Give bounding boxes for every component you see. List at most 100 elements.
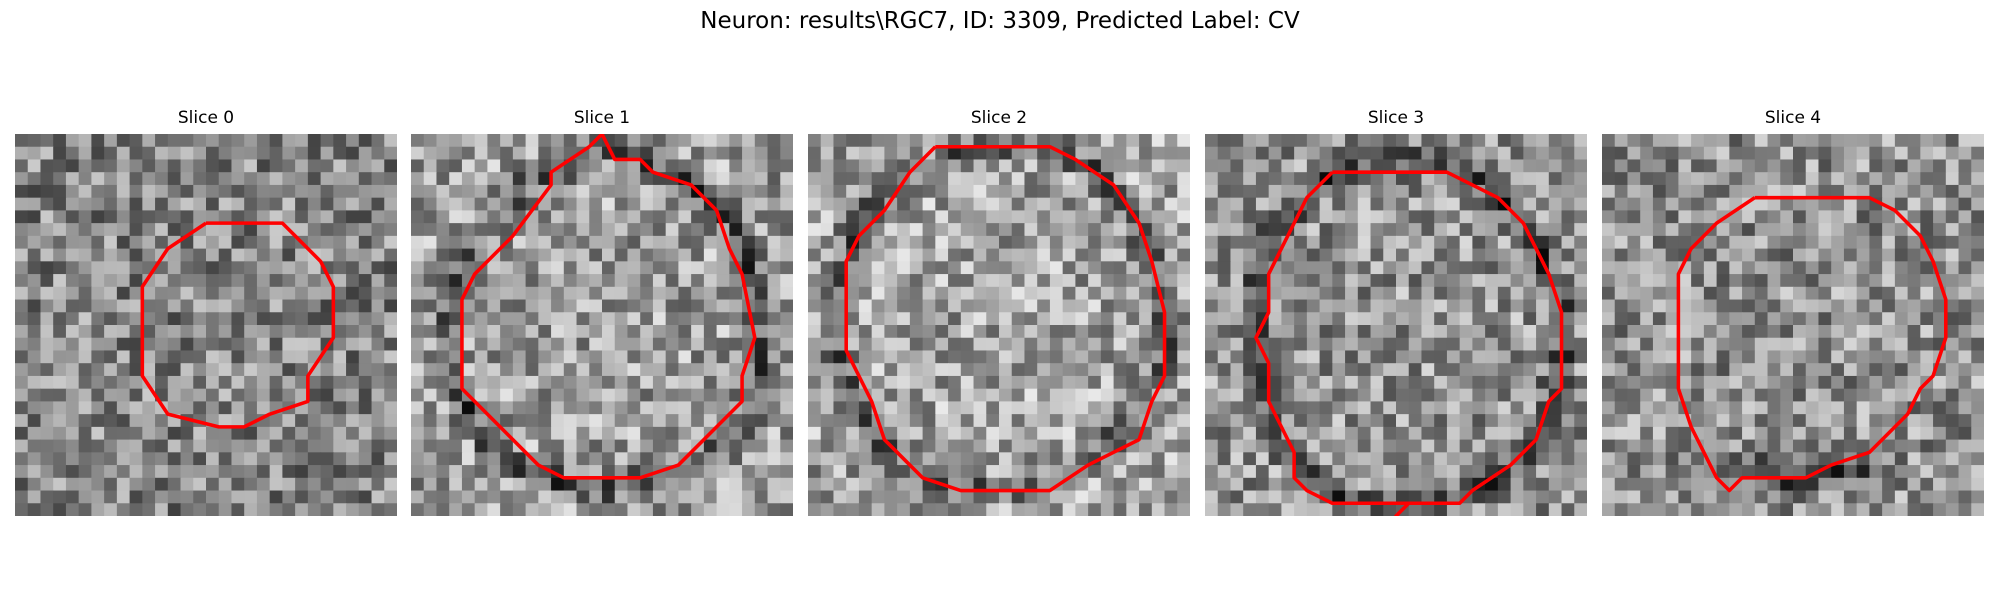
pixel bbox=[384, 223, 397, 237]
pixel bbox=[1703, 375, 1718, 390]
pixel bbox=[1255, 197, 1270, 211]
pixel bbox=[652, 184, 667, 199]
pixel bbox=[1370, 184, 1384, 199]
pixel bbox=[1383, 146, 1397, 160]
pixel bbox=[1306, 235, 1321, 250]
pixel bbox=[206, 312, 220, 326]
pixel bbox=[411, 350, 425, 364]
pixel bbox=[1062, 426, 1076, 441]
pixel bbox=[129, 261, 143, 275]
pixel bbox=[1843, 401, 1858, 415]
pixel bbox=[960, 426, 975, 441]
pixel bbox=[1345, 197, 1359, 211]
pixel bbox=[1561, 465, 1575, 479]
pixel bbox=[602, 261, 616, 275]
pixel bbox=[206, 325, 220, 339]
pixel bbox=[1729, 248, 1743, 262]
pixel bbox=[1627, 426, 1641, 441]
pixel bbox=[525, 363, 539, 377]
pixel bbox=[423, 452, 437, 466]
pixel bbox=[665, 414, 679, 428]
pixel bbox=[1574, 299, 1587, 313]
pixel bbox=[576, 401, 590, 415]
pixel bbox=[1459, 210, 1473, 224]
pixel bbox=[551, 235, 565, 250]
pixel bbox=[808, 503, 822, 516]
pixel bbox=[563, 325, 578, 339]
pixel bbox=[1164, 223, 1178, 237]
pixel bbox=[1627, 363, 1641, 377]
pixel bbox=[767, 465, 781, 479]
pixel bbox=[973, 503, 987, 516]
pixel bbox=[1958, 146, 1972, 160]
pixel bbox=[1652, 146, 1667, 160]
pixel bbox=[1205, 299, 1219, 313]
pixel bbox=[155, 325, 169, 339]
pixel bbox=[282, 439, 296, 453]
pixel bbox=[1665, 223, 1679, 237]
pixel bbox=[909, 223, 924, 237]
pixel bbox=[846, 503, 860, 516]
pixel bbox=[1421, 172, 1435, 186]
pixel bbox=[1370, 414, 1384, 428]
pixel bbox=[104, 210, 118, 224]
pixel bbox=[15, 439, 29, 453]
pixel bbox=[487, 465, 501, 479]
pixel bbox=[1754, 414, 1769, 428]
pixel bbox=[53, 350, 67, 364]
pixel bbox=[754, 401, 769, 415]
pixel bbox=[206, 172, 220, 186]
pixel bbox=[999, 159, 1013, 173]
pixel bbox=[871, 172, 885, 186]
pixel bbox=[1230, 363, 1244, 377]
pixel bbox=[1255, 401, 1270, 415]
pixel bbox=[948, 350, 962, 364]
pixel bbox=[1434, 223, 1448, 237]
pixel bbox=[1754, 490, 1769, 504]
pixel bbox=[423, 235, 437, 250]
pixel bbox=[1869, 452, 1883, 466]
pixel bbox=[1113, 490, 1127, 504]
pixel bbox=[1268, 350, 1282, 364]
pixel bbox=[1510, 286, 1524, 301]
pixel bbox=[15, 248, 29, 262]
pixel bbox=[627, 248, 641, 262]
pixel bbox=[640, 490, 654, 504]
pixel bbox=[1268, 375, 1282, 390]
pixel bbox=[1434, 312, 1448, 326]
pixel bbox=[269, 235, 283, 250]
pixel bbox=[973, 375, 987, 390]
pixel bbox=[1691, 146, 1705, 160]
pixel bbox=[754, 274, 769, 288]
pixel bbox=[833, 503, 847, 516]
pixel bbox=[1485, 159, 1499, 173]
pixel bbox=[474, 312, 488, 326]
pixel bbox=[820, 134, 834, 148]
pixel bbox=[1434, 503, 1448, 516]
pixel bbox=[754, 197, 769, 211]
pixel bbox=[1408, 439, 1422, 453]
pixel bbox=[487, 261, 501, 275]
pixel bbox=[1602, 274, 1616, 288]
pixel bbox=[1907, 414, 1921, 428]
pixel bbox=[576, 172, 590, 186]
pixel bbox=[384, 286, 397, 301]
pixel bbox=[1780, 465, 1794, 479]
pixel bbox=[767, 363, 781, 377]
pixel bbox=[716, 172, 730, 186]
pixel bbox=[1920, 134, 1934, 148]
pixel bbox=[1024, 159, 1038, 173]
pixel bbox=[973, 261, 987, 275]
pixel bbox=[897, 388, 911, 402]
pixel bbox=[1843, 210, 1858, 224]
pixel bbox=[1691, 363, 1705, 377]
pixel bbox=[754, 414, 769, 428]
pixel bbox=[884, 465, 898, 479]
pixel bbox=[1614, 465, 1628, 479]
pixel bbox=[1856, 337, 1870, 351]
pixel bbox=[1767, 184, 1781, 199]
pixel bbox=[1945, 274, 1960, 288]
pixel bbox=[500, 210, 514, 224]
pixel bbox=[449, 299, 463, 313]
pixel bbox=[129, 439, 143, 453]
